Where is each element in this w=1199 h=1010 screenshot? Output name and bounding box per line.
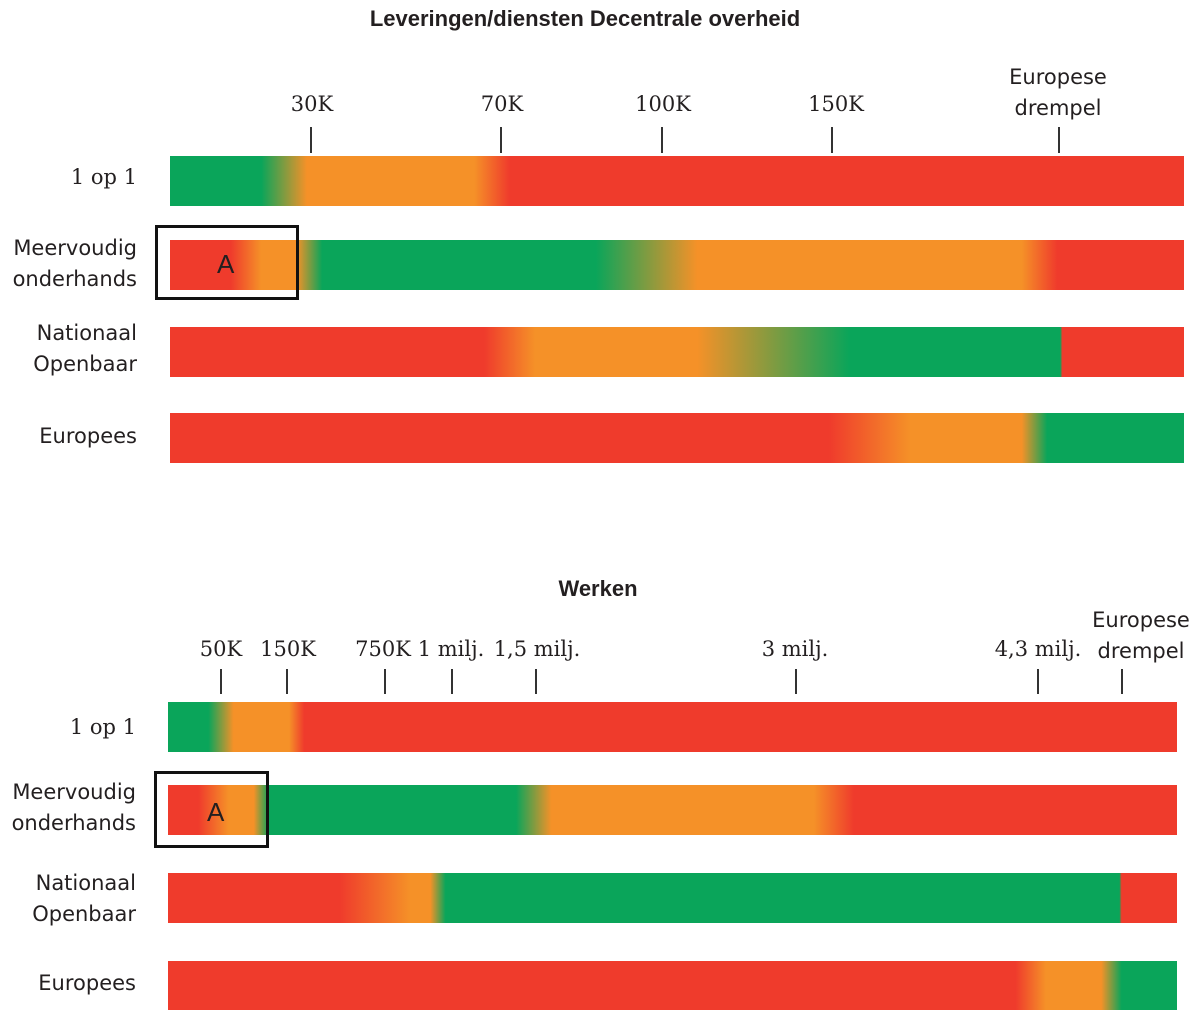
top-tick-30k — [310, 127, 312, 153]
bottom-tick-3milj — [795, 669, 797, 694]
top-row-label-nationaal: Nationaal Openbaar — [33, 318, 137, 380]
top-row-label-meervoudig: Meervoudig onderhands — [13, 233, 137, 295]
top-tick-label-150k: 150K — [808, 92, 864, 116]
bottom-tick-50k — [220, 669, 222, 694]
bottom-row-label-meervoudig-line1: Meervoudig — [12, 780, 136, 804]
top-tick-threshold — [1058, 127, 1060, 153]
bottom-threshold-label: Europese drempel — [1092, 605, 1190, 667]
bottom-tick-label-750k: 750K — [355, 637, 411, 661]
bottom-threshold-label-line2: drempel — [1097, 639, 1185, 663]
top-row-label-nationaal-line2: Openbaar — [33, 352, 137, 376]
bottom-bar-1op1 — [168, 702, 1177, 752]
bottom-tick-label-150k: 150K — [260, 637, 316, 661]
bottom-bar-nationaal — [168, 873, 1177, 923]
bottom-marker-box — [154, 771, 269, 848]
top-row-label-europees: Europees — [39, 421, 137, 452]
top-tick-150k — [831, 127, 833, 153]
top-marker-box — [155, 225, 299, 300]
bottom-row-label-europees: Europees — [38, 968, 136, 999]
top-bar-1op1 — [170, 156, 1184, 206]
top-bar-europees — [170, 413, 1184, 463]
top-threshold-label-line1: Europese — [1009, 65, 1107, 89]
top-row-label-1op1: 1 op 1 — [71, 162, 137, 193]
bottom-title: Werken — [558, 576, 638, 601]
bottom-row-label-nationaal-line2: Openbaar — [32, 902, 136, 926]
bottom-tick-threshold — [1121, 669, 1123, 694]
bottom-row-label-europees-text: Europees — [38, 971, 136, 995]
bottom-marker-letter: A — [207, 797, 225, 827]
bottom-row-label-1op1: 1 op 1 — [70, 712, 136, 743]
bottom-bar-europees — [168, 961, 1177, 1010]
bottom-bar-meervoudig — [168, 785, 1177, 835]
bottom-tick-label-3milj: 3 milj. — [761, 637, 829, 661]
top-tick-label-100k: 100K — [635, 92, 691, 116]
bottom-tick-1milj — [451, 669, 453, 694]
bottom-tick-label-1-5milj: 1,5 milj. — [493, 637, 581, 661]
bottom-tick-label-50k: 50K — [199, 637, 243, 661]
bottom-row-label-nationaal-line1: Nationaal — [35, 871, 136, 895]
top-threshold-label-line2: drempel — [1014, 96, 1102, 120]
bottom-row-label-meervoudig: Meervoudig onderhands — [12, 777, 136, 839]
top-title: Leveringen/diensten Decentrale overheid — [369, 6, 801, 31]
bottom-tick-4-3milj — [1037, 669, 1039, 694]
bottom-threshold-label-line1: Europese — [1092, 608, 1190, 632]
top-row-label-meervoudig-line2: onderhands — [12, 267, 137, 291]
top-bar-meervoudig — [170, 240, 1184, 290]
bottom-tick-150k — [286, 669, 288, 694]
bottom-tick-1-5milj — [535, 669, 537, 694]
bottom-row-label-nationaal: Nationaal Openbaar — [32, 868, 136, 930]
top-row-label-nationaal-line1: Nationaal — [36, 321, 137, 345]
top-tick-label-30k: 30K — [290, 92, 334, 116]
bottom-tick-label-4-3milj: 4,3 milj. — [994, 637, 1082, 661]
top-row-label-1op1-text: 1 op 1 — [70, 165, 137, 189]
bottom-row-label-1op1-text: 1 op 1 — [69, 715, 136, 739]
bottom-tick-label-1milj: 1 milj. — [417, 637, 485, 661]
top-tick-label-70k: 70K — [480, 92, 524, 116]
top-marker-letter: A — [217, 249, 235, 279]
bottom-tick-750k — [384, 669, 386, 694]
top-tick-70k — [500, 127, 502, 153]
top-tick-100k — [661, 127, 663, 153]
top-row-label-europees-text: Europees — [39, 424, 137, 448]
top-threshold-label: Europese drempel — [1009, 62, 1107, 124]
top-bar-nationaal — [170, 327, 1184, 377]
bottom-row-label-meervoudig-line2: onderhands — [11, 811, 136, 835]
top-row-label-meervoudig-line1: Meervoudig — [13, 236, 137, 260]
